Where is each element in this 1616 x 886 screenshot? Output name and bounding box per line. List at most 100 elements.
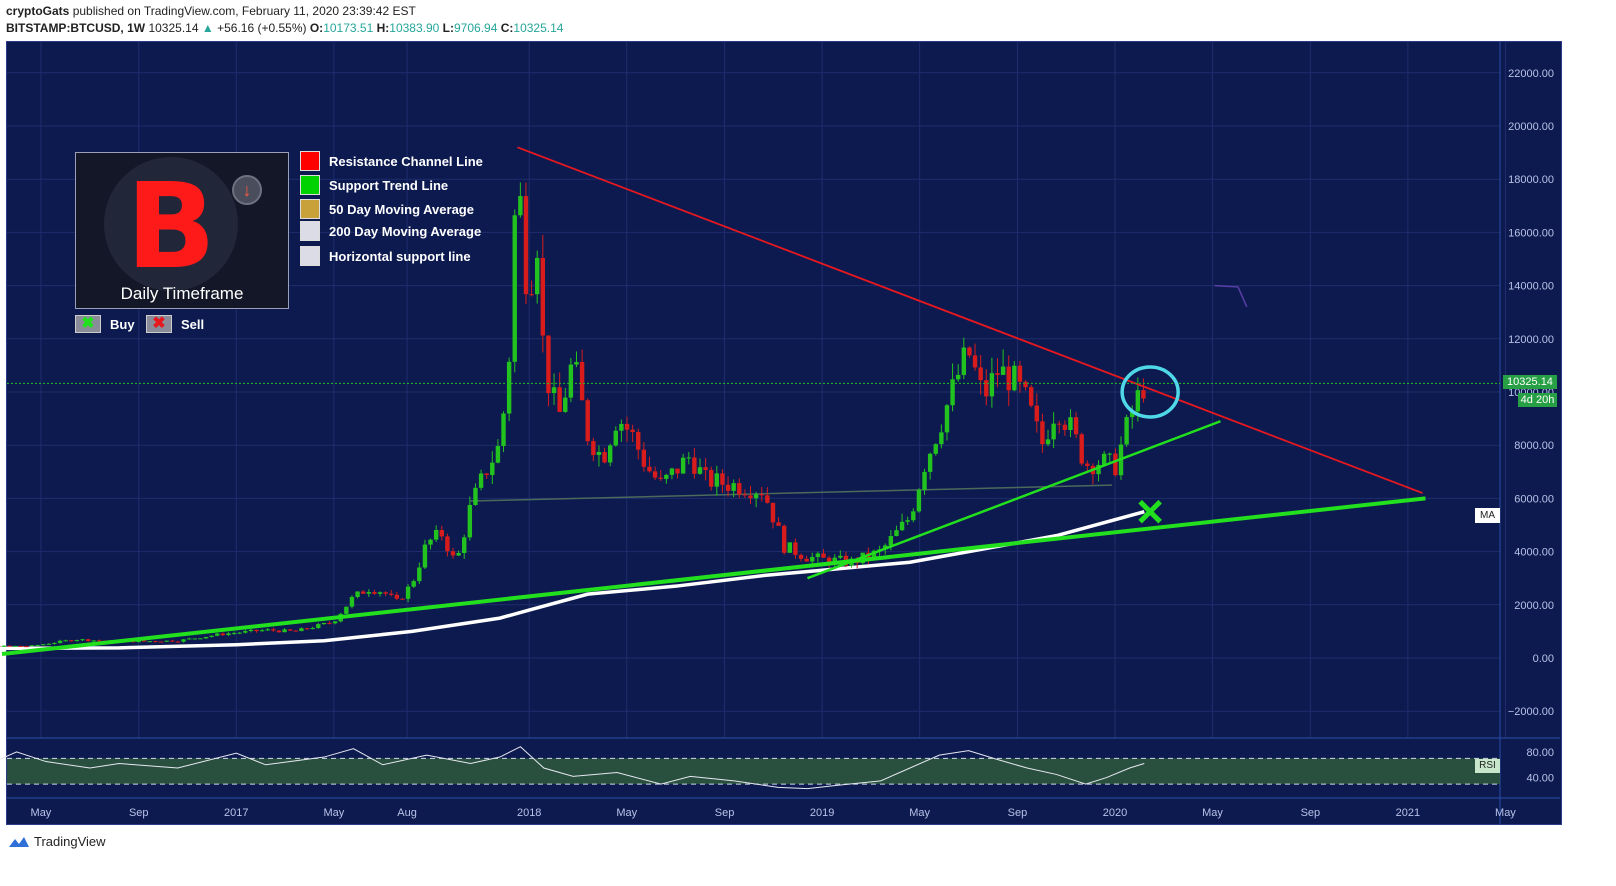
candle-body xyxy=(540,257,546,336)
candle-body xyxy=(950,379,955,406)
close-label: C: xyxy=(500,21,514,35)
drawing-stub xyxy=(1214,284,1248,308)
sell-key: ✖ Sell xyxy=(146,315,204,333)
candle-body xyxy=(467,504,473,538)
candle-body xyxy=(288,629,293,631)
candle-body xyxy=(905,520,910,522)
candle-body xyxy=(770,502,776,523)
candle-body xyxy=(1057,423,1062,425)
buy-label: Buy xyxy=(110,316,135,332)
x-tick-label: 2021 xyxy=(1396,807,1420,819)
candle-body xyxy=(1124,417,1129,445)
candle-body xyxy=(669,468,675,475)
candle-body xyxy=(231,633,237,635)
candle-body xyxy=(989,373,995,397)
candle-body xyxy=(35,645,40,647)
rsi-indicator-tag[interactable]: RSI xyxy=(1475,759,1500,773)
candle-body xyxy=(658,477,663,479)
candle-body xyxy=(282,629,287,633)
current-price-tag: 10325.14 xyxy=(1503,375,1557,389)
candle-body xyxy=(697,467,703,474)
publish-info: cryptoGats published on TradingView.com,… xyxy=(6,4,416,18)
candle-body xyxy=(636,431,641,450)
sell-label: Sell xyxy=(181,316,205,332)
candle-body xyxy=(512,215,517,362)
candle-body xyxy=(422,544,428,568)
ma-indicator-tag[interactable]: MA xyxy=(1475,508,1500,523)
x-tick-label: May xyxy=(323,807,344,819)
candle-body xyxy=(523,196,529,295)
candle-body xyxy=(1062,424,1068,430)
legend-swatch xyxy=(300,151,320,171)
candle-body xyxy=(243,631,248,633)
candle-body xyxy=(591,441,596,456)
candle-body xyxy=(557,387,562,412)
candle-body xyxy=(961,347,967,375)
candle-body xyxy=(501,413,506,446)
candle-body xyxy=(787,542,793,553)
resistance-channel-line xyxy=(517,146,1423,494)
legend-item: Resistance Channel Line xyxy=(300,151,483,171)
x-tick-label: 2020 xyxy=(1103,807,1127,819)
open-value: 10173.51 xyxy=(323,21,374,35)
candle-body xyxy=(153,641,158,643)
candle-body xyxy=(956,374,961,380)
candle-body xyxy=(585,400,590,442)
rsi-tick-label: 80.00 xyxy=(1526,747,1554,759)
candle-body xyxy=(57,640,63,643)
y-tick-label: 6000.00 xyxy=(1514,493,1554,505)
candle-body xyxy=(186,638,192,640)
candle-body xyxy=(428,539,433,545)
x-tick-label: 2018 xyxy=(517,807,541,819)
candle-body xyxy=(922,471,927,490)
x-tick-label: 2019 xyxy=(810,807,834,819)
highlight-circle xyxy=(1120,365,1180,419)
candle-body xyxy=(815,553,821,558)
x-tick-label: Sep xyxy=(1008,807,1028,819)
legend-label: Resistance Channel Line xyxy=(329,153,483,169)
candle-body xyxy=(793,542,798,555)
candle-body xyxy=(1023,381,1028,388)
candle-body xyxy=(237,632,242,634)
candle-body xyxy=(1040,421,1045,445)
candle-body xyxy=(725,484,731,491)
legend-item: 200 Day Moving Average xyxy=(300,221,481,241)
candle-body xyxy=(0,645,1,647)
candle-body xyxy=(765,495,770,503)
candle-body xyxy=(18,645,23,647)
candle-body xyxy=(332,621,338,624)
candle-body xyxy=(894,530,899,537)
legend-swatch xyxy=(300,175,320,195)
candle-body xyxy=(619,423,624,431)
candle-body xyxy=(529,294,534,296)
candle-body xyxy=(568,364,574,398)
legend-label: Horizontal support line xyxy=(329,248,471,264)
candle-body xyxy=(607,445,613,463)
candle-body xyxy=(198,638,203,640)
x-tick-label: Sep xyxy=(1301,807,1321,819)
candle-body xyxy=(1034,405,1039,422)
candle-body xyxy=(181,639,186,642)
candle-body xyxy=(271,629,276,631)
price-change: +56.16 (+0.55%) xyxy=(217,21,307,35)
candle-body xyxy=(383,592,388,594)
candle-body xyxy=(624,423,630,430)
candle-body xyxy=(737,483,742,495)
candle-body xyxy=(546,335,551,394)
candle-body xyxy=(810,557,815,562)
candle-body xyxy=(826,557,832,565)
candle-body xyxy=(664,474,669,479)
candle-body xyxy=(978,367,983,381)
x-tick-label: Sep xyxy=(129,807,149,819)
candle-body xyxy=(563,397,568,412)
candle-body xyxy=(74,640,80,642)
candle-body xyxy=(686,457,691,459)
tradingview-footer[interactable]: TradingView xyxy=(8,834,106,849)
candle-body xyxy=(871,550,877,559)
candle-body xyxy=(1107,453,1112,455)
legend-swatch xyxy=(300,246,320,266)
author-name[interactable]: cryptoGats xyxy=(6,4,70,18)
y-tick-label: 4000.00 xyxy=(1514,547,1554,559)
candle-body xyxy=(310,628,315,630)
